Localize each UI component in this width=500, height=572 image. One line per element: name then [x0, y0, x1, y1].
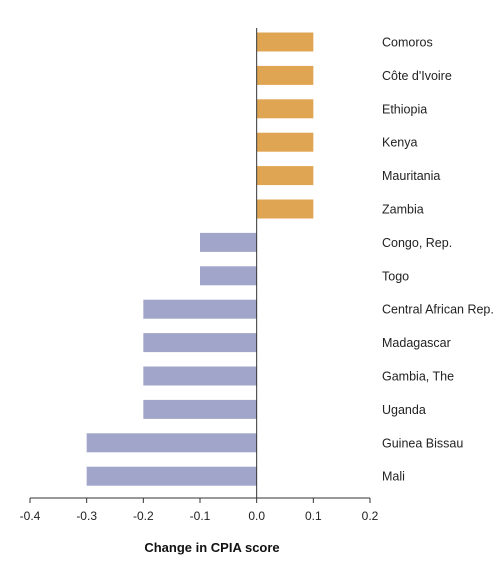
category-label: Kenya	[382, 136, 417, 150]
category-label: Gambia, The	[382, 370, 454, 384]
x-ticks: -0.4 -0.3 -0.2 -0.1 0.0 0.1 0.2	[20, 498, 379, 523]
category-label: Mauritania	[382, 169, 440, 183]
bar	[143, 399, 257, 419]
x-tick-label: 0.0	[248, 509, 265, 523]
category-label: Guinea Bissau	[382, 436, 463, 450]
x-tick-label: -0.3	[76, 509, 97, 523]
bar	[200, 232, 257, 252]
bar	[256, 166, 314, 186]
category-label: Mali	[382, 470, 405, 484]
category-label: Zambia	[382, 203, 424, 217]
bar	[256, 132, 314, 152]
category-label: Comoros	[382, 36, 433, 50]
bar	[86, 433, 257, 453]
bar	[256, 199, 314, 219]
category-label: Congo, Rep.	[382, 236, 452, 250]
x-tick-label: -0.1	[190, 509, 211, 523]
bars-layer	[86, 32, 314, 486]
axes-layer	[30, 28, 370, 499]
category-label: Togo	[382, 269, 409, 283]
bar	[143, 299, 257, 319]
category-labels: Comoros Côte d'Ivoire Ethiopia Kenya Maurita…	[382, 36, 494, 484]
bar	[256, 32, 314, 52]
category-label: Uganda	[382, 403, 426, 417]
bar	[200, 266, 257, 286]
x-tick-label: 0.2	[362, 509, 379, 523]
bar	[143, 366, 257, 386]
x-tick-label: 0.1	[305, 509, 322, 523]
bar	[256, 65, 314, 85]
x-axis-title: Change in CPIA score	[144, 540, 279, 555]
category-label: Central African Rep.	[382, 303, 494, 317]
bar	[86, 466, 257, 486]
category-label: Ethiopia	[382, 102, 427, 116]
category-label: Madagascar	[382, 336, 451, 350]
x-tick-label: -0.4	[20, 509, 41, 523]
category-label: Côte d'Ivoire	[382, 69, 452, 83]
x-tick-label: -0.2	[133, 509, 154, 523]
bar	[143, 333, 257, 353]
bar	[256, 99, 314, 119]
